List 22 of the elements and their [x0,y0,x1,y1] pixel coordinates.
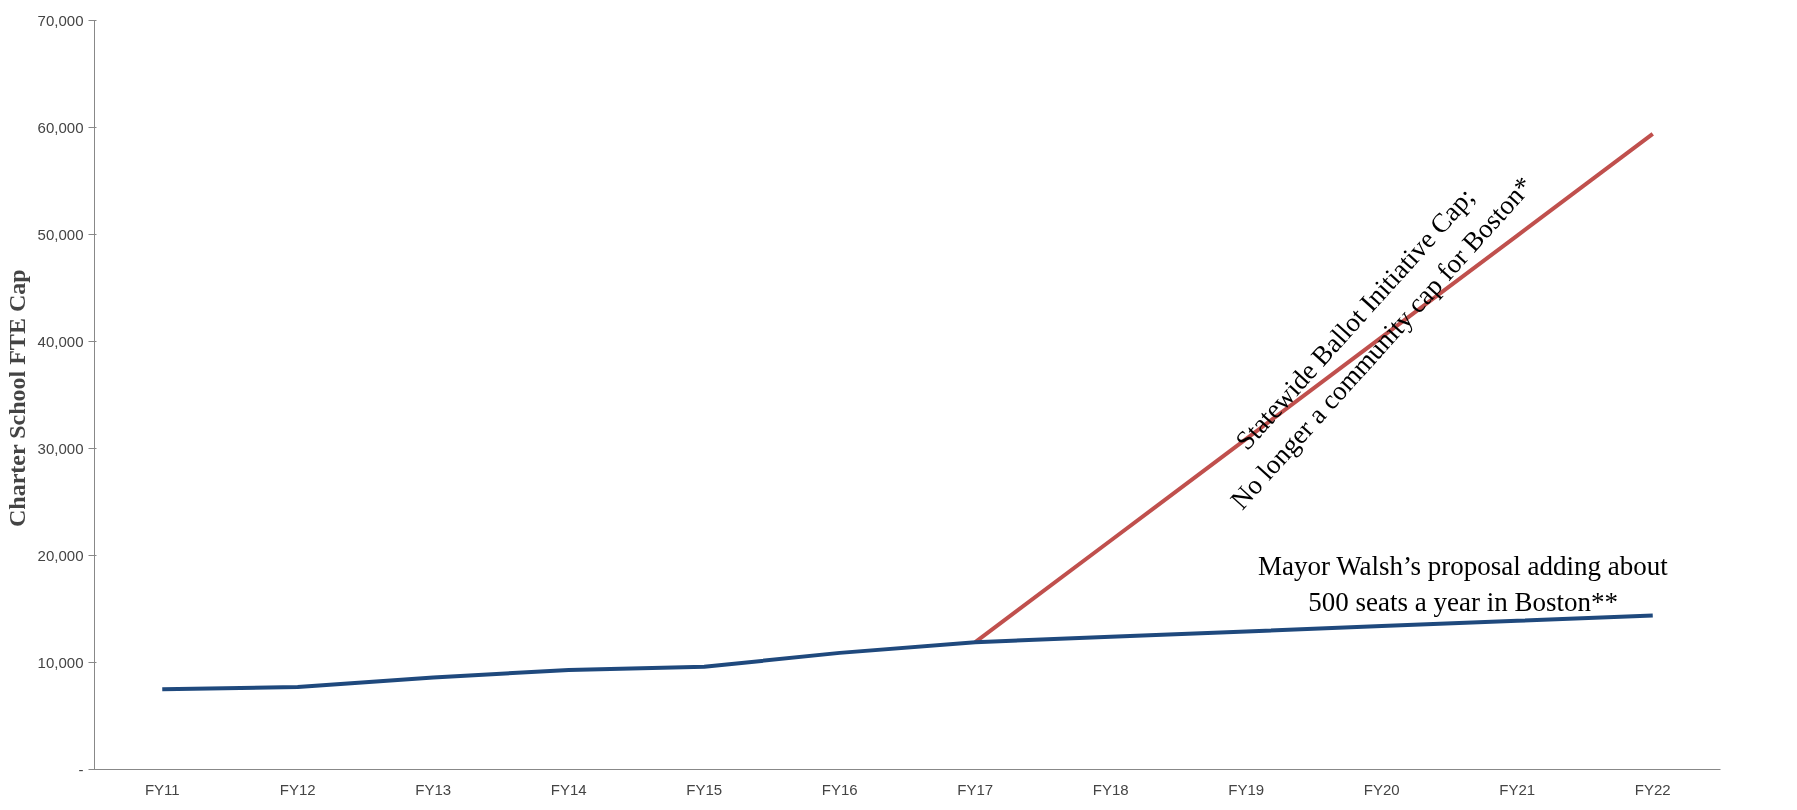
x-tick-label: FY13 [415,780,452,798]
y-tick-label: 30,000 [37,439,84,457]
x-tick-label: FY21 [1499,780,1536,798]
x-tick-label: FY17 [957,780,994,798]
y-tick-label: 70,000 [37,11,84,29]
y-tick-label: 60,000 [37,118,84,136]
x-tick-label: FY11 [144,780,180,798]
y-axis-title: Charter School FTE Cap [3,269,30,527]
y-tick-label: - [78,760,84,778]
x-tick-label: FY15 [686,780,723,798]
x-tick-label: FY22 [1634,780,1671,798]
x-tick-label: FY14 [550,780,587,798]
x-tick-label: FY12 [279,780,316,798]
y-tick-label: 20,000 [37,546,84,564]
x-tick-label: FY19 [1228,780,1265,798]
x-tick-label: FY20 [1363,780,1400,798]
y-tick-label: 40,000 [37,332,84,350]
x-tick-label: FY16 [821,780,858,798]
annotation: Mayor Walsh’s proposal adding about 500 seats a year in Boston** [1257,551,1669,618]
x-tick-label: FY18 [1092,780,1129,798]
y-tick-label: 10,000 [37,653,84,671]
y-tick-label: 50,000 [37,225,84,243]
